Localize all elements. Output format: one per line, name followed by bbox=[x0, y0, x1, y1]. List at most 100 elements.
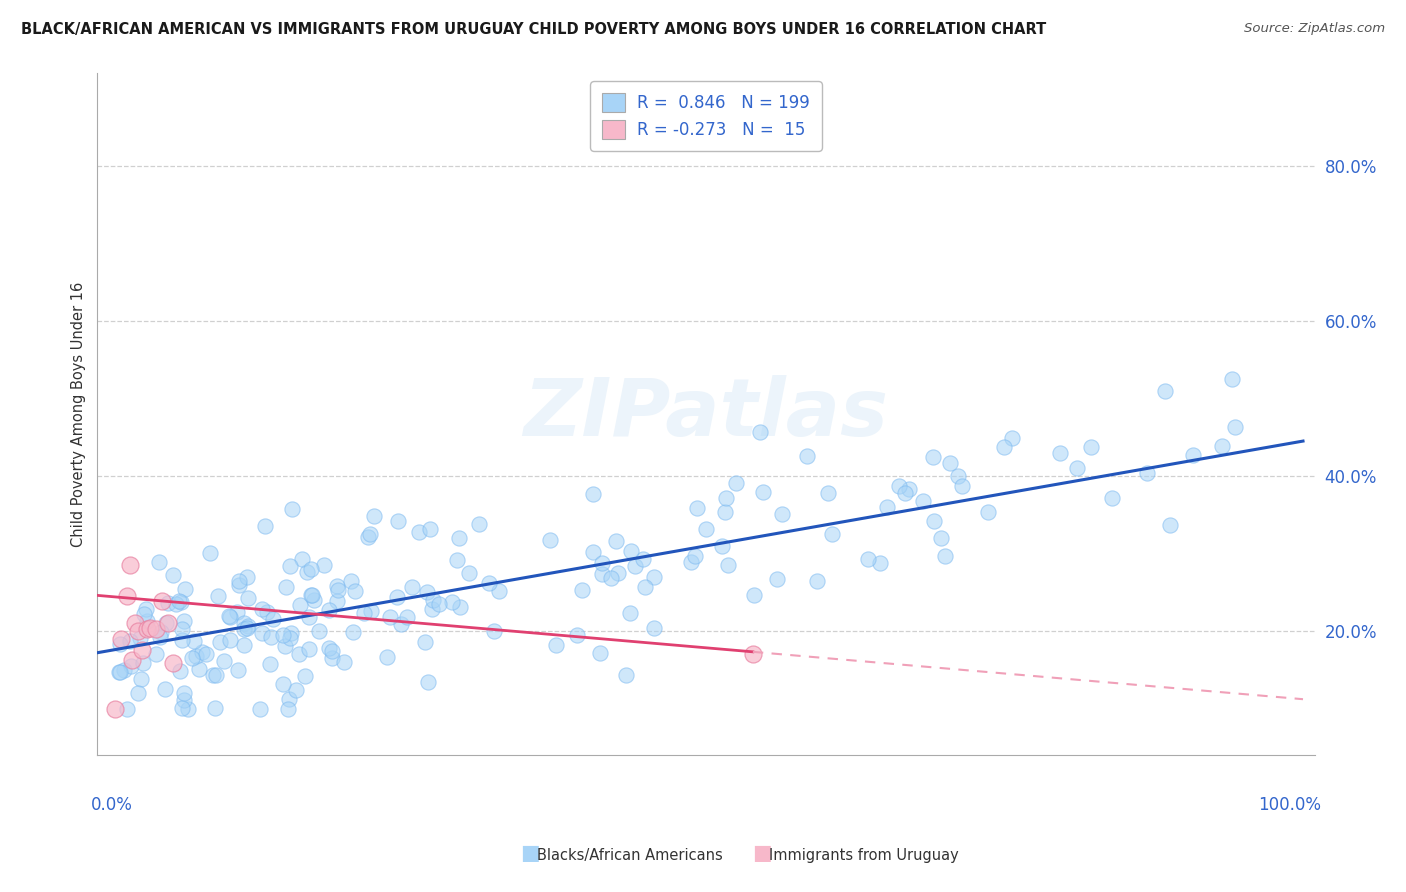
Point bbox=[226, 663, 249, 677]
Point bbox=[359, 526, 381, 541]
Point bbox=[174, 582, 197, 596]
Point bbox=[284, 683, 307, 698]
Point bbox=[326, 579, 349, 593]
Point bbox=[129, 672, 152, 686]
Point bbox=[683, 549, 706, 563]
Text: BLACK/AFRICAN AMERICAN VS IMMIGRANTS FROM URUGUAY CHILD POVERTY AMONG BOYS UNDER: BLACK/AFRICAN AMERICAN VS IMMIGRANTS FRO… bbox=[21, 22, 1046, 37]
Point bbox=[938, 456, 960, 470]
Point bbox=[172, 623, 194, 637]
Point bbox=[565, 628, 588, 642]
Point bbox=[582, 487, 605, 501]
Point bbox=[120, 658, 142, 673]
Point bbox=[458, 566, 481, 580]
Point bbox=[714, 491, 737, 505]
Point bbox=[236, 591, 259, 606]
Point bbox=[112, 663, 135, 677]
Point bbox=[153, 681, 176, 696]
Point bbox=[385, 590, 408, 604]
Point bbox=[156, 596, 179, 610]
Point bbox=[929, 531, 952, 545]
Point bbox=[897, 483, 920, 497]
Point bbox=[416, 584, 439, 599]
Point bbox=[271, 628, 294, 642]
Point bbox=[104, 702, 127, 716]
Point bbox=[408, 525, 430, 540]
Point bbox=[695, 522, 717, 536]
Point bbox=[110, 632, 132, 647]
Point bbox=[191, 645, 214, 659]
Point bbox=[326, 593, 349, 607]
Point bbox=[262, 612, 284, 626]
Point bbox=[950, 479, 973, 493]
Point bbox=[165, 597, 187, 611]
Point bbox=[741, 647, 763, 661]
Point bbox=[340, 574, 363, 589]
Point bbox=[1136, 466, 1159, 480]
Point bbox=[212, 654, 235, 668]
Point bbox=[167, 594, 190, 608]
Point bbox=[742, 588, 765, 602]
Point bbox=[619, 606, 641, 620]
Y-axis label: Child Poverty Among Boys Under 16: Child Poverty Among Boys Under 16 bbox=[72, 282, 86, 547]
Point bbox=[401, 580, 423, 594]
Point bbox=[172, 633, 194, 648]
Point bbox=[148, 555, 170, 569]
Point bbox=[1211, 439, 1233, 453]
Point bbox=[298, 641, 321, 656]
Point bbox=[204, 668, 226, 682]
Point bbox=[467, 517, 489, 532]
Point bbox=[713, 505, 735, 519]
Point bbox=[1101, 491, 1123, 505]
Point bbox=[297, 565, 319, 579]
Point bbox=[301, 588, 323, 602]
Point bbox=[725, 475, 748, 490]
Point bbox=[108, 665, 131, 680]
Point bbox=[132, 607, 155, 621]
Point bbox=[363, 508, 385, 523]
Point bbox=[993, 440, 1015, 454]
Point bbox=[155, 616, 177, 631]
Point bbox=[416, 674, 439, 689]
Point bbox=[271, 677, 294, 691]
Point bbox=[195, 647, 218, 661]
Point bbox=[124, 615, 146, 630]
Point bbox=[396, 609, 419, 624]
Point bbox=[209, 635, 232, 649]
Point bbox=[218, 608, 240, 623]
Point bbox=[145, 622, 167, 636]
Point bbox=[413, 635, 436, 649]
Point bbox=[326, 583, 349, 598]
Point bbox=[128, 631, 150, 645]
Point bbox=[228, 574, 250, 589]
Point bbox=[186, 649, 208, 664]
Point bbox=[108, 637, 131, 651]
Point bbox=[169, 595, 191, 609]
Point bbox=[207, 590, 229, 604]
Point bbox=[342, 625, 364, 640]
Point bbox=[922, 450, 945, 464]
Legend: R =  0.846   N = 199, R = -0.273   N =  15: R = 0.846 N = 199, R = -0.273 N = 15 bbox=[591, 81, 821, 151]
Point bbox=[318, 602, 340, 616]
Point bbox=[201, 668, 224, 682]
Point bbox=[856, 552, 879, 566]
Point bbox=[591, 557, 613, 571]
Point bbox=[108, 665, 131, 679]
Point bbox=[250, 626, 273, 640]
Point bbox=[127, 624, 149, 638]
Point bbox=[749, 425, 772, 439]
Point bbox=[236, 618, 259, 632]
Point bbox=[301, 561, 323, 575]
Point bbox=[581, 545, 603, 559]
Point bbox=[1220, 372, 1243, 386]
Point bbox=[321, 644, 343, 658]
Point bbox=[614, 668, 637, 682]
Point bbox=[420, 602, 443, 616]
Point bbox=[149, 625, 172, 640]
Point bbox=[235, 570, 257, 584]
Point bbox=[278, 691, 301, 706]
Point bbox=[291, 552, 314, 566]
Point bbox=[633, 580, 655, 594]
Point bbox=[360, 604, 382, 618]
Point bbox=[1066, 460, 1088, 475]
Point bbox=[1049, 446, 1071, 460]
